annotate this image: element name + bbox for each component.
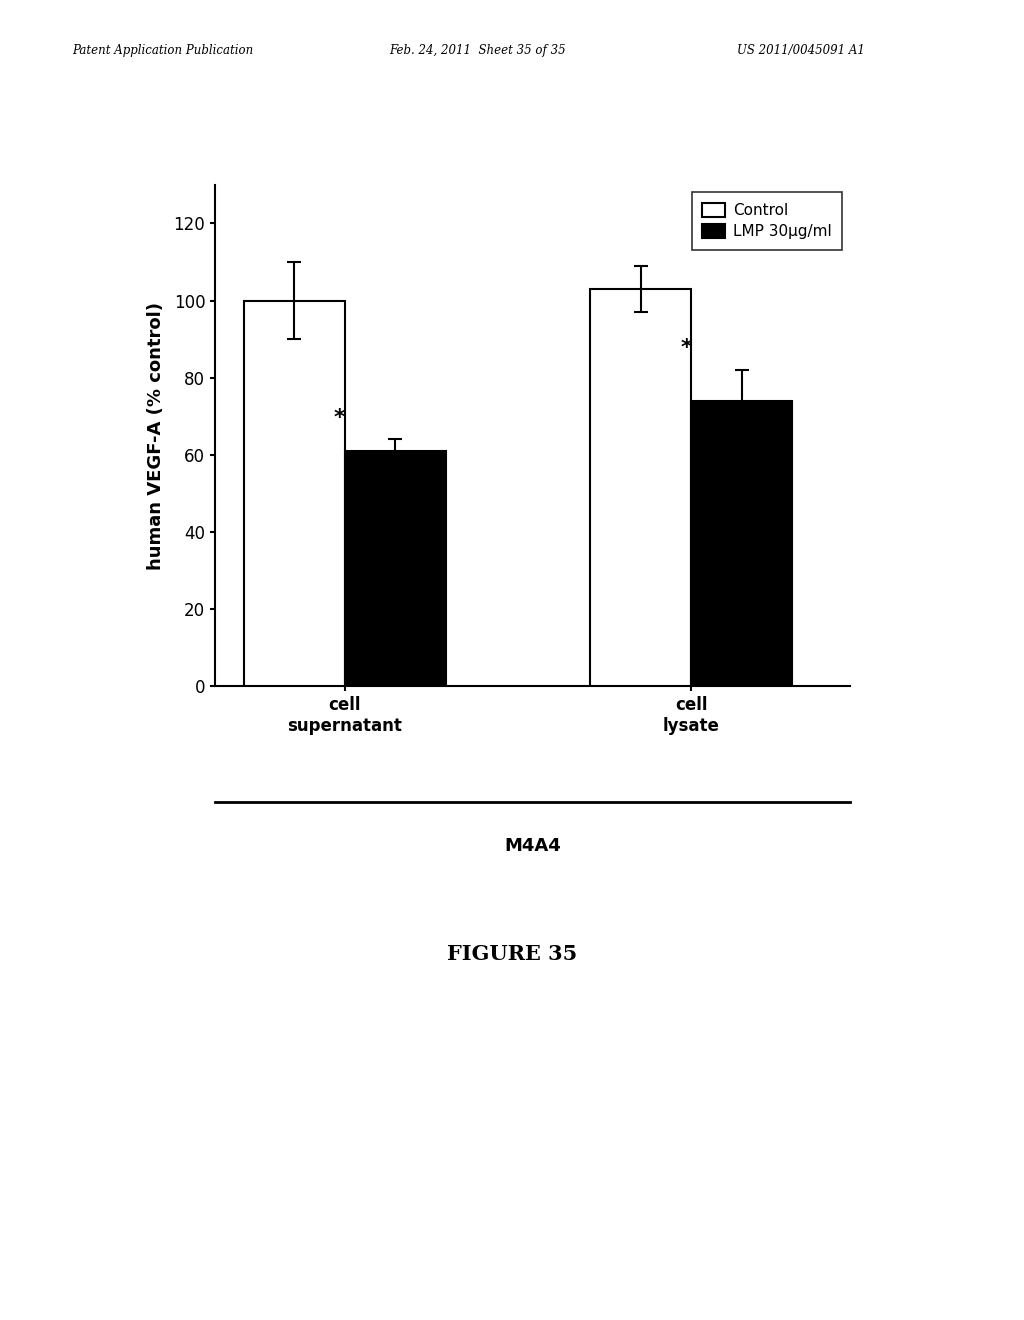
Text: M4A4: M4A4: [504, 837, 561, 855]
Bar: [345, 451, 445, 686]
Text: Feb. 24, 2011  Sheet 35 of 35: Feb. 24, 2011 Sheet 35 of 35: [389, 44, 565, 57]
Bar: [244, 301, 345, 686]
Text: US 2011/0045091 A1: US 2011/0045091 A1: [737, 44, 865, 57]
Text: Patent Application Publication: Patent Application Publication: [72, 44, 253, 57]
Bar: [590, 289, 691, 686]
Y-axis label: human VEGF-A (% control): human VEGF-A (% control): [147, 301, 165, 570]
Bar: [691, 401, 793, 686]
Text: *: *: [334, 408, 346, 428]
Text: FIGURE 35: FIGURE 35: [446, 944, 578, 964]
Text: *: *: [680, 338, 692, 359]
Legend: Control, LMP 30µg/ml: Control, LMP 30µg/ml: [691, 193, 843, 249]
